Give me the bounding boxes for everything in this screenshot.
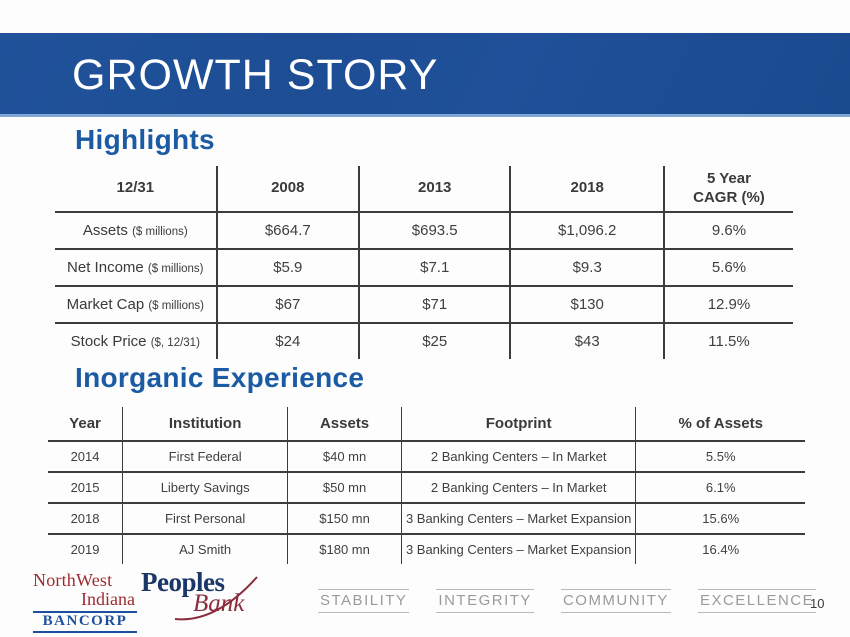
logo-text-bancorp: BANCORP xyxy=(33,611,137,633)
title-band: GROWTH STORY xyxy=(0,33,850,117)
pct-assets-cell: 5.5% xyxy=(635,441,805,473)
inorganic-header-row: Year Institution Assets Footprint % of A… xyxy=(48,407,805,442)
footprint-cell: 2 Banking Centers – In Market xyxy=(401,441,637,473)
page-number: 10 xyxy=(810,596,825,611)
value-cell: $130 xyxy=(510,286,665,324)
value-cell: $693.5 xyxy=(359,212,512,250)
institution-cell: First Federal xyxy=(122,441,289,473)
inorganic-header-cell: Institution xyxy=(122,407,289,442)
year-cell: 2014 xyxy=(48,441,124,473)
value-cell: $25 xyxy=(359,323,512,359)
value-cell: 5.6% xyxy=(663,249,793,287)
slide-title: GROWTH STORY xyxy=(72,51,439,99)
inorganic-table: Year Institution Assets Footprint % of A… xyxy=(48,407,805,564)
value-cell: $7.1 xyxy=(359,249,512,287)
value-word-integrity: INTEGRITY xyxy=(436,589,534,613)
assets-cell: $180 mn xyxy=(287,534,402,564)
value-cell: $67 xyxy=(216,286,361,324)
highlights-header-cell: 2018 xyxy=(510,166,665,213)
logo-text-northwest: NorthWest xyxy=(33,570,113,590)
assets-cell: $150 mn xyxy=(287,503,402,535)
highlights-header-cell: 2008 xyxy=(216,166,361,213)
inorganic-header-cell: % of Assets xyxy=(635,407,805,442)
logo-text-indiana: Indiana xyxy=(81,589,135,609)
highlights-heading: Highlights xyxy=(75,124,215,155)
value-word-community: COMMUNITY xyxy=(560,589,671,613)
value-cell: 9.6% xyxy=(663,212,793,250)
table-row: 2018 First Personal $150 mn 3 Banking Ce… xyxy=(48,503,805,535)
value-cell: 11.5% xyxy=(708,333,750,350)
highlights-header-cell: 2013 xyxy=(359,166,512,213)
assets-cell: $40 mn xyxy=(287,441,402,473)
value-cell: $1,096.2 xyxy=(510,212,665,250)
metric-unit: ($ millions) xyxy=(147,263,204,275)
logo-text-peoples: Peoples xyxy=(141,567,225,597)
table-row: 2015 Liberty Savings $50 mn 2 Banking Ce… xyxy=(48,472,805,504)
highlights-header-row: 12/31 2008 2013 2018 5 Year CAGR (%) xyxy=(55,166,793,213)
metric-unit: ($ millions) xyxy=(132,226,188,238)
row-label-cell: Stock Price ($, 12/31) xyxy=(55,323,218,359)
pct-assets-cell: 15.6% xyxy=(635,503,805,535)
highlights-table: 12/31 2008 2013 2018 5 Year CAGR (%) Ass… xyxy=(55,166,793,359)
metric-label: Market Cap xyxy=(66,296,145,313)
row-label-cell: Assets ($ millions) xyxy=(55,212,218,250)
footprint-cell: 3 Banking Centers – Market Expansion xyxy=(401,534,637,564)
value-cell: $5.9 xyxy=(216,249,361,287)
inorganic-heading: Inorganic Experience xyxy=(75,362,365,393)
logo-text-bank: Bank xyxy=(193,590,245,617)
table-row: Stock Price ($, 12/31) $24 $25 $43 11.5% xyxy=(55,323,793,359)
metric-label: Assets xyxy=(82,222,128,239)
peoples-bank-logo: Peoples Bank xyxy=(141,569,261,625)
highlights-header-cell: 12/31 xyxy=(55,166,218,213)
metric-unit: ($ millions) xyxy=(148,300,204,312)
row-label-cell: Net Income ($ millions) xyxy=(55,249,218,287)
footprint-cell: 2 Banking Centers – In Market xyxy=(401,472,637,504)
value-word-stability: STABILITY xyxy=(318,589,410,613)
table-row: 2019 AJ Smith $180 mn 3 Banking Centers … xyxy=(48,534,805,564)
table-row: 2014 First Federal $40 mn 2 Banking Cent… xyxy=(48,441,805,473)
value-cell: $43 xyxy=(510,323,665,359)
assets-cell: $50 mn xyxy=(287,472,402,504)
institution-cell: Liberty Savings xyxy=(122,472,289,504)
table-row: Assets ($ millions) $664.7 $693.5 $1,096… xyxy=(55,212,793,250)
inorganic-header-cell: Year xyxy=(48,407,124,442)
inorganic-header-cell: Assets xyxy=(287,407,402,442)
value-cell: 12.9% xyxy=(663,286,793,324)
institution-cell: First Personal xyxy=(122,503,289,535)
table-row: Net Income ($ millions) $5.9 $7.1 $9.3 5… xyxy=(55,249,793,287)
value-cell: $24 xyxy=(216,323,361,359)
year-cell: 2015 xyxy=(48,472,124,504)
value-cell: $664.7 xyxy=(216,212,361,250)
metric-unit: ($, 12/31) xyxy=(150,337,200,349)
metric-label: Net Income xyxy=(67,259,144,276)
institution-cell: AJ Smith xyxy=(122,534,289,564)
pct-assets-cell: 6.1% xyxy=(635,472,805,504)
metric-label: Stock Price xyxy=(70,333,147,350)
inorganic-header-cell: Footprint xyxy=(401,407,637,442)
table-row: Market Cap ($ millions) $67 $71 $130 12.… xyxy=(55,286,793,324)
northwest-indiana-bancorp-logo: NorthWest Indiana BANCORP xyxy=(33,571,137,633)
footer-values: STABILITY INTEGRITY COMMUNITY EXCELLENCE xyxy=(318,589,817,613)
row-label-cell: Market Cap ($ millions) xyxy=(55,286,218,324)
value-cell: $9.3 xyxy=(510,249,665,287)
pct-assets-cell: 16.4% xyxy=(702,542,740,557)
footprint-cell: 3 Banking Centers – Market Expansion xyxy=(401,503,637,535)
bank-swoosh-icon xyxy=(174,576,258,621)
year-cell: 2018 xyxy=(48,503,124,535)
value-cell: $71 xyxy=(359,286,512,324)
highlights-header-cell: 5 Year CAGR (%) xyxy=(663,166,793,213)
year-cell: 2019 xyxy=(48,534,124,564)
value-word-excellence: EXCELLENCE xyxy=(697,589,817,613)
